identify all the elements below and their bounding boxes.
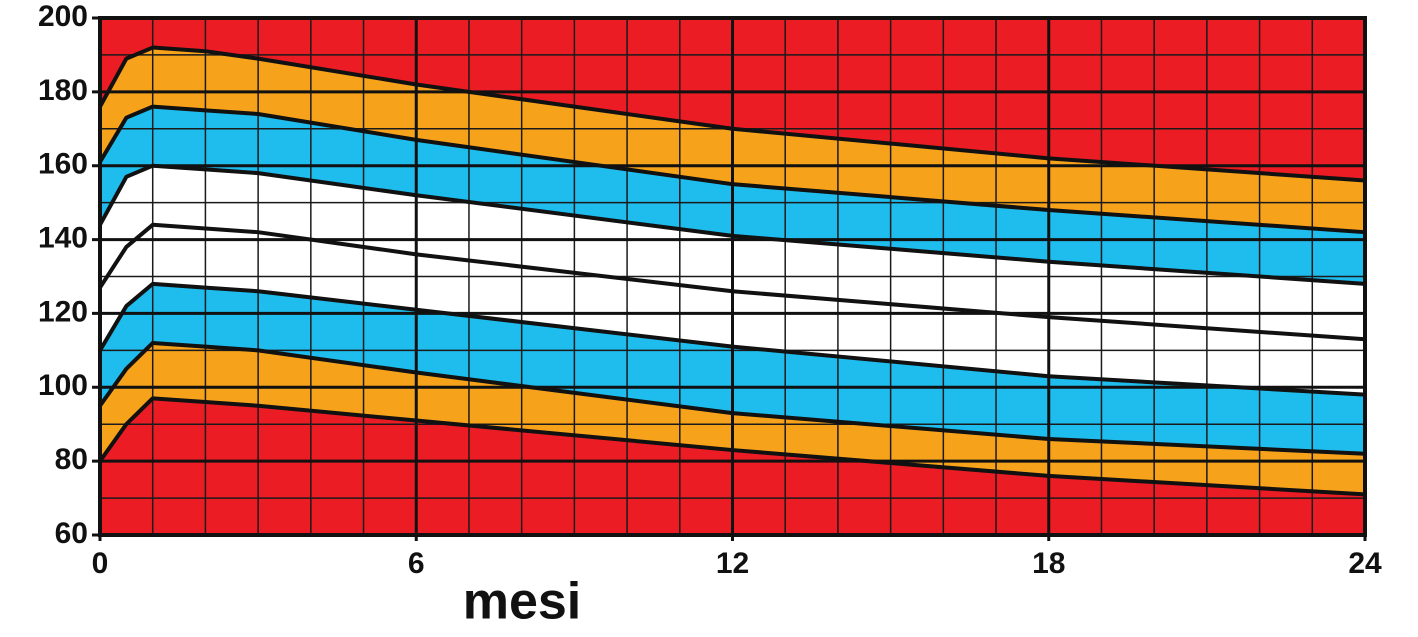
percentile-line (98, 104, 1366, 235)
y-tick-label: 120 (38, 295, 88, 328)
y-tick-label: 80 (55, 443, 88, 476)
y-tick-label: 60 (55, 517, 88, 550)
x-tick-label: 0 (92, 547, 109, 580)
x-tick-label: 24 (1348, 547, 1382, 580)
x-tick-label: 6 (408, 547, 425, 580)
percentile-line (98, 222, 1366, 342)
y-tick-label: 160 (38, 148, 88, 181)
y-tick-label: 100 (38, 369, 88, 402)
x-tick-label: 18 (1032, 547, 1065, 580)
percentile-line (98, 281, 1366, 397)
plot-frame (98, 16, 1367, 537)
y-tick-label: 200 (38, 0, 88, 33)
y-tick-label: 140 (38, 221, 88, 254)
x-axis-title: mesi (463, 573, 582, 631)
y-tick-label: 180 (38, 74, 88, 107)
percentile-line (98, 45, 1366, 183)
percentile-line (98, 340, 1366, 456)
x-tick-label: 12 (716, 547, 749, 580)
percentile-line (98, 163, 1366, 286)
percentile-line (98, 396, 1366, 497)
